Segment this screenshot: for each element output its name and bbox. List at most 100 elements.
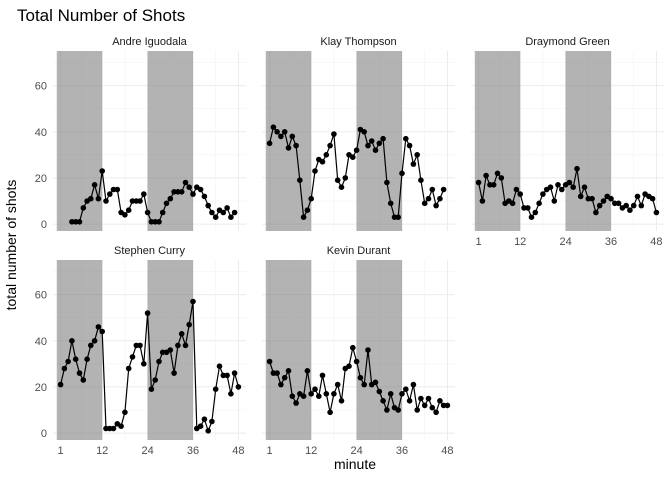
data-point bbox=[266, 140, 273, 147]
data-point bbox=[285, 368, 292, 374]
data-point bbox=[596, 202, 603, 209]
data-point bbox=[342, 175, 349, 181]
data-point bbox=[517, 191, 523, 197]
shaded-band bbox=[265, 260, 312, 440]
data-point bbox=[509, 200, 516, 207]
data-point bbox=[91, 338, 98, 344]
data-point bbox=[475, 179, 482, 186]
data-point bbox=[513, 186, 520, 193]
x-axis-title: minute bbox=[334, 456, 376, 472]
y-axis-title: total number of shots bbox=[3, 180, 19, 311]
panel-0: Andre Iguodala 0 20 40 60 bbox=[35, 36, 246, 231]
data-point bbox=[528, 214, 535, 220]
data-point bbox=[231, 209, 238, 216]
y-tick-label: 40 bbox=[35, 127, 47, 139]
data-point bbox=[224, 372, 230, 379]
panel-1: Klay Thompson bbox=[262, 36, 455, 231]
data-point bbox=[76, 219, 83, 225]
data-point bbox=[376, 140, 383, 147]
data-point bbox=[623, 202, 629, 209]
y-tick-label: 0 bbox=[41, 428, 47, 440]
data-point bbox=[403, 386, 409, 393]
data-point bbox=[190, 191, 196, 197]
data-point bbox=[57, 381, 64, 388]
data-point bbox=[634, 193, 641, 200]
data-point bbox=[365, 142, 371, 149]
data-point bbox=[440, 186, 447, 193]
data-point bbox=[653, 209, 660, 216]
data-point bbox=[577, 193, 584, 200]
facet-strip-label: Andre Iguodala bbox=[112, 36, 187, 48]
data-point bbox=[80, 377, 87, 383]
data-point bbox=[559, 186, 565, 193]
panel-3: Stephen Curry 0 20 40 60 1 12 24 36 48 bbox=[35, 245, 246, 457]
data-point bbox=[384, 407, 390, 413]
data-point bbox=[201, 193, 208, 200]
data-point bbox=[406, 142, 413, 149]
x-tick-label: 1 bbox=[267, 445, 273, 457]
data-point bbox=[141, 361, 147, 367]
data-point bbox=[212, 214, 219, 220]
data-point bbox=[593, 209, 599, 216]
x-tick-label: 24 bbox=[141, 445, 153, 457]
data-point bbox=[137, 198, 143, 204]
data-point bbox=[418, 395, 424, 402]
data-point bbox=[88, 342, 94, 349]
data-point bbox=[365, 347, 371, 353]
data-point bbox=[118, 423, 124, 430]
data-point bbox=[167, 347, 174, 353]
data-point bbox=[65, 358, 71, 365]
data-point bbox=[163, 200, 170, 207]
data-point bbox=[334, 381, 341, 388]
data-point bbox=[231, 370, 238, 376]
x-tick-label: 1 bbox=[58, 445, 64, 457]
data-point bbox=[107, 191, 113, 197]
data-point bbox=[76, 370, 83, 376]
data-point bbox=[122, 212, 128, 218]
data-point bbox=[205, 428, 211, 434]
data-point bbox=[437, 398, 443, 404]
data-point bbox=[395, 214, 402, 220]
data-point bbox=[406, 398, 413, 404]
data-point bbox=[293, 142, 299, 149]
data-point bbox=[129, 354, 136, 360]
shaded-band bbox=[356, 260, 403, 440]
x-tick-label: 36 bbox=[605, 236, 617, 248]
data-point bbox=[201, 416, 208, 423]
data-point bbox=[418, 177, 424, 183]
x-tick-label: 48 bbox=[441, 445, 453, 457]
data-point bbox=[312, 386, 318, 393]
data-point bbox=[156, 219, 162, 225]
data-point bbox=[235, 384, 242, 390]
data-point bbox=[387, 200, 394, 207]
data-point bbox=[312, 168, 318, 174]
x-tick-label: 24 bbox=[350, 445, 362, 457]
x-tick-label: 12 bbox=[305, 445, 317, 457]
data-point bbox=[372, 147, 379, 153]
data-point bbox=[483, 172, 489, 179]
data-point bbox=[410, 161, 417, 167]
data-point bbox=[91, 182, 98, 188]
data-point bbox=[425, 395, 432, 402]
data-point bbox=[175, 342, 181, 349]
data-point bbox=[228, 391, 234, 397]
facet-strip-label: Kevin Durant bbox=[327, 245, 391, 257]
data-point bbox=[357, 374, 364, 381]
data-point bbox=[327, 142, 333, 149]
data-point bbox=[99, 168, 105, 174]
data-point bbox=[122, 409, 128, 416]
data-point bbox=[346, 363, 352, 370]
data-point bbox=[224, 205, 230, 211]
data-point bbox=[156, 358, 162, 365]
y-tick-label: 60 bbox=[35, 290, 47, 302]
data-point bbox=[444, 402, 451, 409]
data-point bbox=[429, 404, 436, 411]
data-point bbox=[479, 198, 486, 204]
data-point bbox=[95, 195, 102, 202]
data-point bbox=[159, 209, 166, 216]
data-point bbox=[182, 179, 189, 186]
chart-title: Total Number of Shots bbox=[17, 6, 185, 25]
data-point bbox=[209, 209, 215, 216]
data-point bbox=[581, 184, 588, 190]
